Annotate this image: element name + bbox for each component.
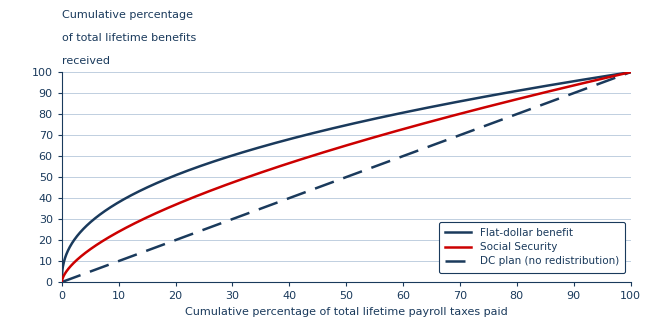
Text: Cumulative percentage: Cumulative percentage bbox=[62, 10, 193, 20]
Text: received: received bbox=[62, 56, 110, 66]
Legend: Flat-dollar benefit, Social Security, DC plan (no redistribution): Flat-dollar benefit, Social Security, DC… bbox=[439, 222, 625, 273]
X-axis label: Cumulative percentage of total lifetime payroll taxes paid: Cumulative percentage of total lifetime … bbox=[185, 307, 508, 317]
Text: of total lifetime benefits: of total lifetime benefits bbox=[62, 33, 196, 43]
